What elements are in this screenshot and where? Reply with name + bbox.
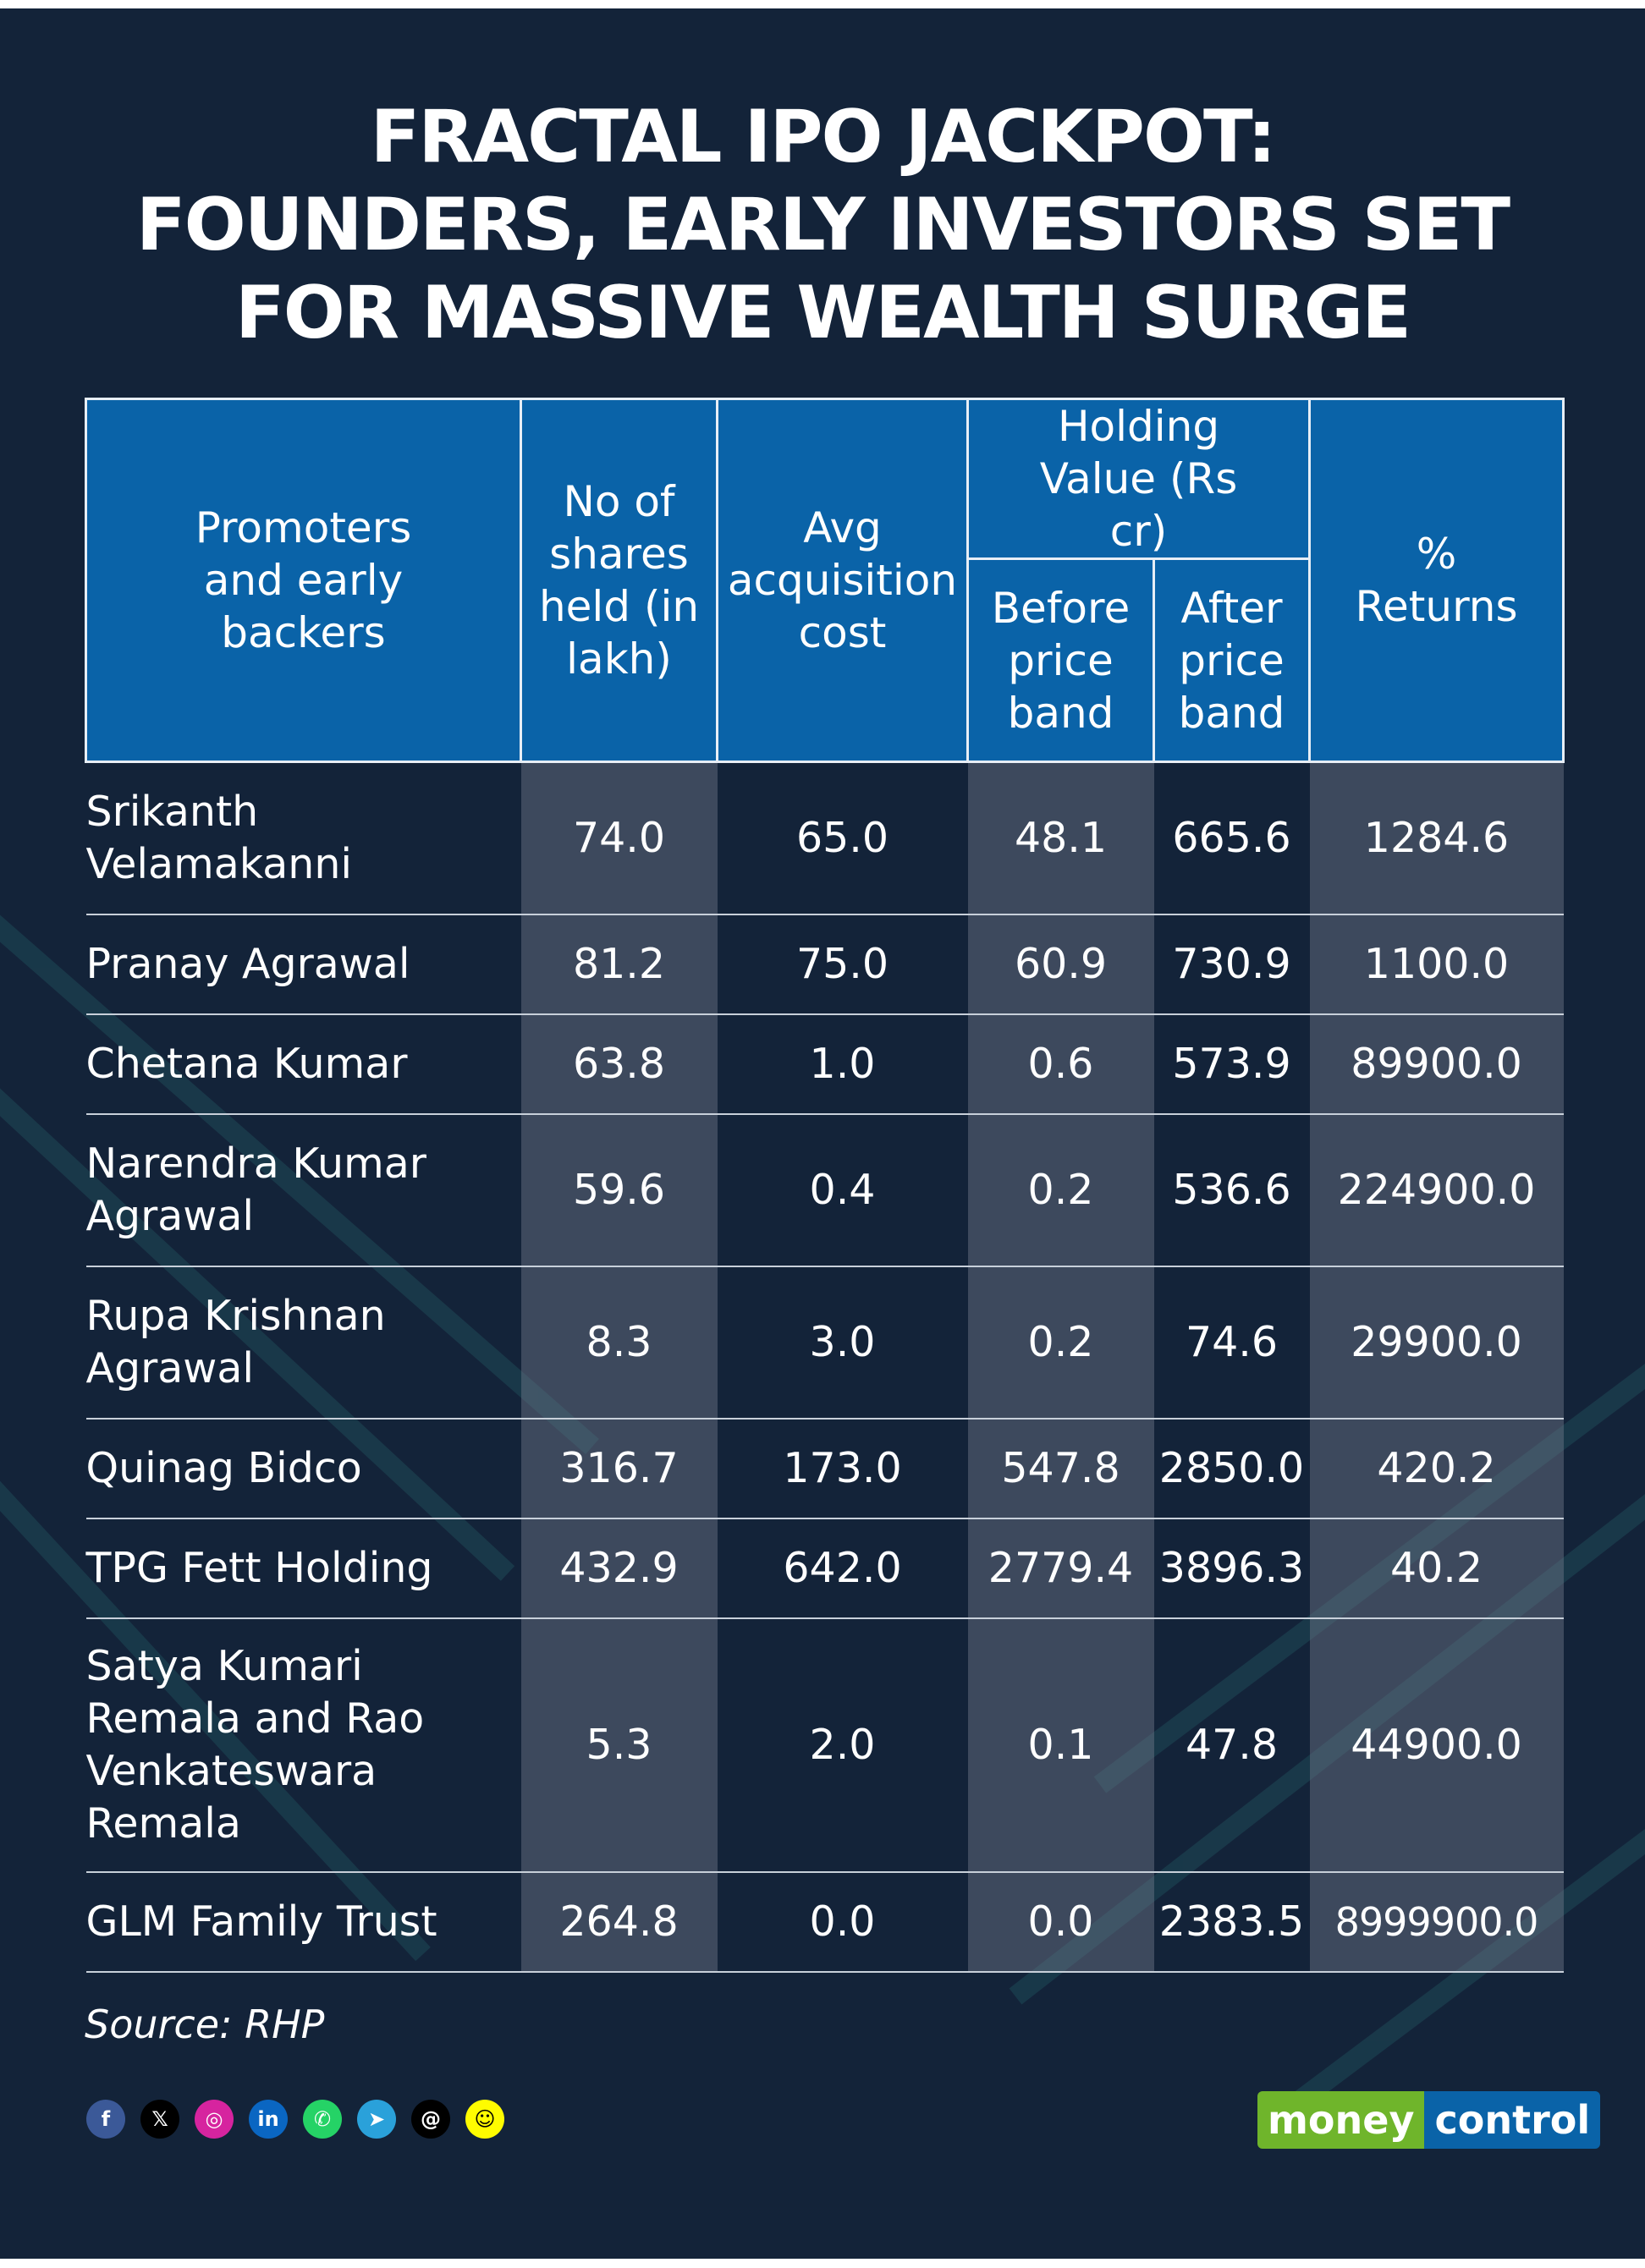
table-row: Srikanth Velamakanni 74.0 65.0 48.1 665.6 128… xyxy=(85,761,1564,915)
name-cell: TPG Fett Holding xyxy=(85,1518,521,1619)
investor-returns-table: Promoters and early backers No of shares… xyxy=(85,398,1565,1973)
shares-cell: 74.0 xyxy=(520,761,718,915)
social-icons-row: f 𝕏 ◎ in ✆ ➤ @ ☺ xyxy=(86,2100,504,2139)
table-row: TPG Fett Holding 432.9 642.0 2779.4 3896.3 40… xyxy=(85,1518,1564,1619)
name-cell: Quinag Bidco xyxy=(85,1418,521,1519)
after-price-band-cell: 536.6 xyxy=(1153,1113,1310,1267)
name-cell: GLM Family Trust xyxy=(85,1871,521,1973)
cost-cell: 3.0 xyxy=(717,1266,968,1420)
after-price-band-cell: 2383.5 xyxy=(1153,1871,1310,1973)
whatsapp-icon[interactable]: ✆ xyxy=(303,2100,342,2139)
returns-cell: 44900.0 xyxy=(1309,1617,1564,1873)
table-row: Quinag Bidco 316.7 173.0 547.8 2850.0 420.2 xyxy=(85,1418,1564,1519)
shares-cell: 59.6 xyxy=(520,1113,718,1267)
shares-cell: 81.2 xyxy=(520,914,718,1015)
header-returns: % Returns xyxy=(1308,398,1565,763)
source-note: Source: RHP xyxy=(85,2002,325,2047)
cost-cell: 65.0 xyxy=(717,761,968,915)
table-row: Rupa Krishnan Agrawal 8.3 3.0 0.2 74.6 29900.… xyxy=(85,1266,1564,1420)
table-row: Pranay Agrawal 81.2 75.0 60.9 730.9 1100.0 xyxy=(85,914,1564,1015)
logo-part-control: control xyxy=(1424,2091,1601,2149)
header-promoters: Promoters and early backers xyxy=(85,398,522,763)
returns-cell: 1284.6 xyxy=(1309,761,1564,915)
header-holding-value: Holding Value (Rs cr) xyxy=(966,398,1312,560)
returns-cell: 8999900.0 xyxy=(1309,1871,1564,1973)
after-price-band-cell: 2850.0 xyxy=(1153,1418,1310,1519)
header-shares: No of shares held (in lakh) xyxy=(520,398,718,763)
instagram-icon[interactable]: ◎ xyxy=(195,2100,234,2139)
name-cell: Srikanth Velamakanni xyxy=(85,761,521,915)
table-row: Chetana Kumar 63.8 1.0 0.6 573.9 89900.0 xyxy=(85,1013,1564,1115)
headline-line-3: FOR MASSIVE WEALTH SURGE xyxy=(234,271,1411,355)
shares-cell: 63.8 xyxy=(520,1013,718,1115)
table-row: Satya Kumari Remala and Rao Venkateswara… xyxy=(85,1617,1564,1873)
before-price-band-cell: 0.1 xyxy=(967,1617,1154,1873)
cost-cell: 2.0 xyxy=(717,1617,968,1873)
table-row: Narendra Kumar Agrawal 59.6 0.4 0.2 536.6 224… xyxy=(85,1113,1564,1267)
returns-cell: 420.2 xyxy=(1309,1418,1564,1519)
x-icon[interactable]: 𝕏 xyxy=(140,2100,179,2139)
threads-icon[interactable]: @ xyxy=(411,2100,450,2139)
name-cell: Rupa Krishnan Agrawal xyxy=(85,1266,521,1420)
cost-cell: 0.0 xyxy=(717,1871,968,1973)
logo-part-money: money xyxy=(1257,2091,1425,2149)
infographic-canvas: FRACTAL IPO JACKPOT: FOUNDERS, EARLY INV… xyxy=(0,8,1645,2259)
returns-cell: 29900.0 xyxy=(1309,1266,1564,1420)
returns-cell: 224900.0 xyxy=(1309,1113,1564,1267)
linkedin-icon[interactable]: in xyxy=(249,2100,288,2139)
before-price-band-cell: 0.2 xyxy=(967,1113,1154,1267)
before-price-band-cell: 48.1 xyxy=(967,761,1154,915)
headline: FRACTAL IPO JACKPOT: FOUNDERS, EARLY INV… xyxy=(0,93,1645,357)
snapchat-icon[interactable]: ☺ xyxy=(465,2100,504,2139)
before-price-band-cell: 0.6 xyxy=(967,1013,1154,1115)
after-price-band-cell: 573.9 xyxy=(1153,1013,1310,1115)
moneycontrol-logo: money control xyxy=(1257,2091,1601,2149)
table-row: GLM Family Trust 264.8 0.0 0.0 2383.5 8999900… xyxy=(85,1871,1564,1973)
before-price-band-cell: 0.2 xyxy=(967,1266,1154,1420)
name-cell: Chetana Kumar xyxy=(85,1013,521,1115)
shares-cell: 5.3 xyxy=(520,1617,718,1873)
name-cell: Pranay Agrawal xyxy=(85,914,521,1015)
before-price-band-cell: 60.9 xyxy=(967,914,1154,1015)
shares-cell: 432.9 xyxy=(520,1518,718,1619)
cost-cell: 173.0 xyxy=(717,1418,968,1519)
header-after-price-band: After price band xyxy=(1152,557,1312,763)
name-cell: Narendra Kumar Agrawal xyxy=(85,1113,521,1267)
cost-cell: 1.0 xyxy=(717,1013,968,1115)
after-price-band-cell: 74.6 xyxy=(1153,1266,1310,1420)
before-price-band-cell: 547.8 xyxy=(967,1418,1154,1519)
headline-line-1: FRACTAL IPO JACKPOT: xyxy=(370,95,1277,179)
cost-cell: 642.0 xyxy=(717,1518,968,1619)
after-price-band-cell: 665.6 xyxy=(1153,761,1310,915)
after-price-band-cell: 3896.3 xyxy=(1153,1518,1310,1619)
after-price-band-cell: 730.9 xyxy=(1153,914,1310,1015)
returns-cell: 89900.0 xyxy=(1309,1013,1564,1115)
before-price-band-cell: 0.0 xyxy=(967,1871,1154,1973)
header-cost: Avg acquisition cost xyxy=(716,398,969,763)
facebook-icon[interactable]: f xyxy=(86,2100,125,2139)
cost-cell: 75.0 xyxy=(717,914,968,1015)
after-price-band-cell: 47.8 xyxy=(1153,1617,1310,1873)
cost-cell: 0.4 xyxy=(717,1113,968,1267)
returns-cell: 1100.0 xyxy=(1309,914,1564,1015)
name-cell: Satya Kumari Remala and Rao Venkateswara… xyxy=(85,1617,521,1873)
telegram-icon[interactable]: ➤ xyxy=(357,2100,396,2139)
shares-cell: 264.8 xyxy=(520,1871,718,1973)
header-before-price-band: Before price band xyxy=(966,557,1155,763)
shares-cell: 316.7 xyxy=(520,1418,718,1519)
before-price-band-cell: 2779.4 xyxy=(967,1518,1154,1619)
headline-line-2: FOUNDERS, EARLY INVESTORS SET xyxy=(135,183,1510,267)
returns-cell: 40.2 xyxy=(1309,1518,1564,1619)
shares-cell: 8.3 xyxy=(520,1266,718,1420)
